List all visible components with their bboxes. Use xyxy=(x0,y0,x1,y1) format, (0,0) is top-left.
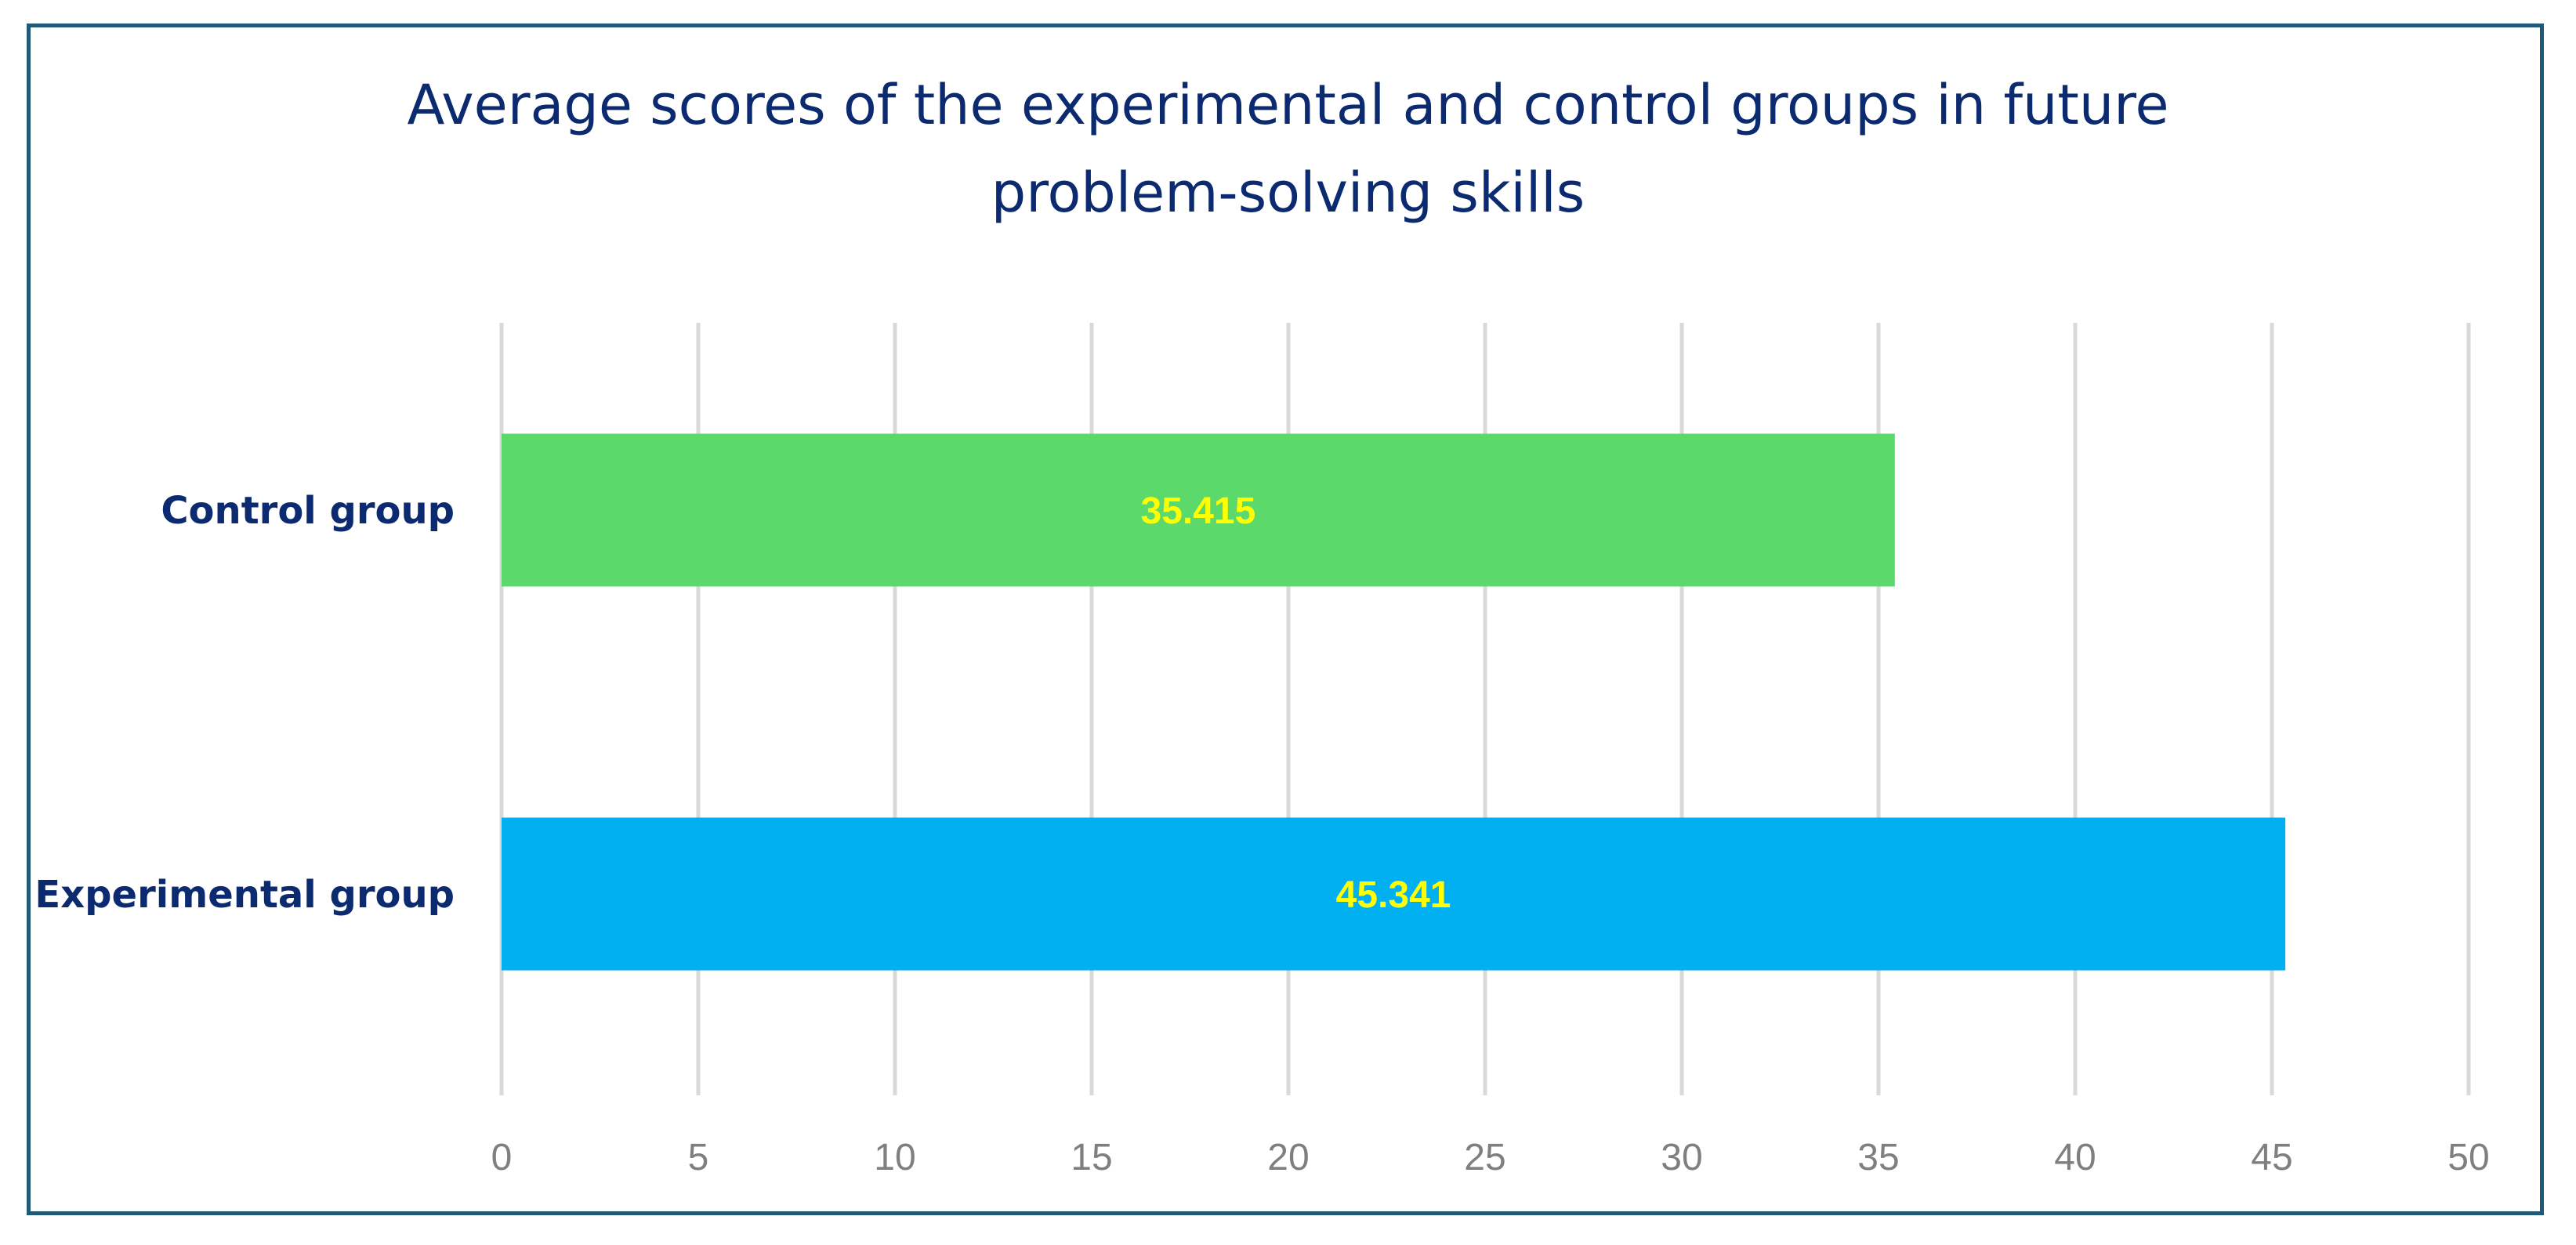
x-tick-label-30: 30 xyxy=(1661,1137,1702,1178)
chart-title-line-2: problem-solving skills xyxy=(991,161,1585,225)
x-tick-label-0: 0 xyxy=(491,1137,513,1178)
category-labels: Control group Experimental group xyxy=(34,489,455,917)
chart-title: Average scores of the experimental and c… xyxy=(0,61,2576,237)
bar-experimental-group xyxy=(502,817,2286,971)
chart-title-line-1: Average scores of the experimental and c… xyxy=(407,73,2169,137)
x-tick-label-35: 35 xyxy=(1857,1137,1899,1178)
chart-frame xyxy=(27,24,2544,1215)
category-label-experimental-group: Experimental group xyxy=(34,873,455,917)
category-label-control-group: Control group xyxy=(161,489,455,533)
data-label-experimental-group: 45.341 xyxy=(1336,874,1451,916)
x-tick-label-25: 25 xyxy=(1464,1137,1505,1178)
x-tick-label-45: 45 xyxy=(2251,1137,2292,1178)
bar-control-group xyxy=(502,433,1895,587)
x-tick-labels: 0 5 10 15 20 25 30 35 40 45 50 xyxy=(491,1137,2490,1178)
x-tick-label-10: 10 xyxy=(874,1137,915,1178)
bars xyxy=(502,433,2286,971)
x-tick-label-15: 15 xyxy=(1071,1137,1112,1178)
x-tick-label-20: 20 xyxy=(1267,1137,1309,1178)
x-tick-label-50: 50 xyxy=(2447,1137,2489,1178)
x-tick-label-5: 5 xyxy=(688,1137,709,1178)
x-tick-label-40: 40 xyxy=(2054,1137,2096,1178)
data-label-control-group: 35.415 xyxy=(1141,490,1256,532)
data-labels: 35.415 45.341 xyxy=(1141,490,1451,916)
